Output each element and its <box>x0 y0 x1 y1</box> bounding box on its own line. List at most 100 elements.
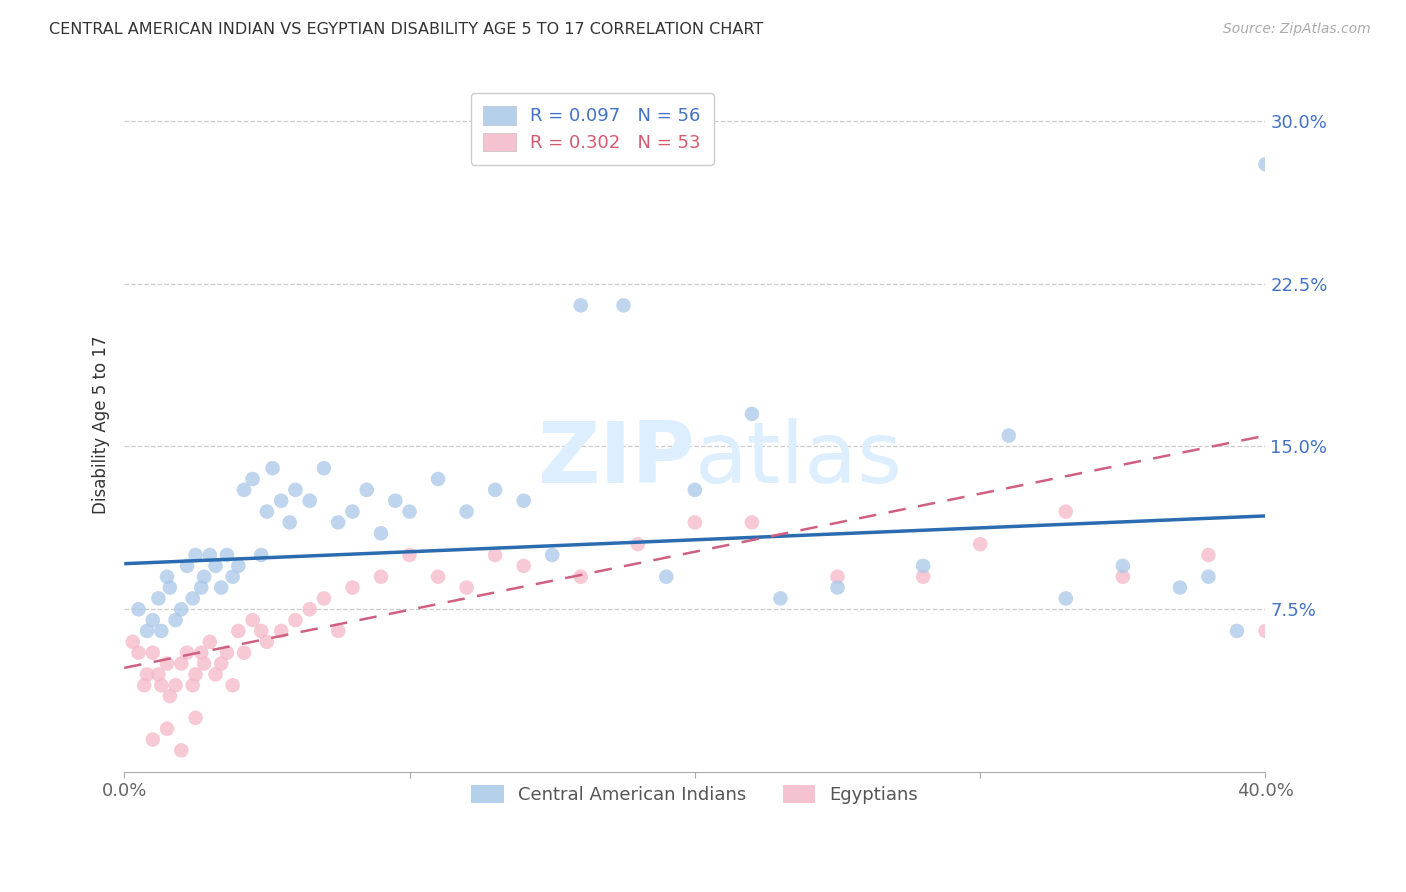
Point <box>456 581 478 595</box>
Point <box>221 678 243 692</box>
Point <box>298 602 321 616</box>
Point <box>270 493 292 508</box>
Point <box>221 570 243 584</box>
Point <box>328 516 350 530</box>
Point <box>741 516 763 530</box>
Point <box>384 493 406 508</box>
Point <box>655 570 678 584</box>
Text: ZIP: ZIP <box>537 418 695 501</box>
Legend: Central American Indians, Egyptians: Central American Indians, Egyptians <box>461 774 929 815</box>
Point <box>156 722 179 736</box>
Point <box>204 558 226 573</box>
Point <box>512 558 534 573</box>
Point <box>176 646 198 660</box>
Point <box>136 624 159 638</box>
Point <box>769 591 792 606</box>
Point <box>127 646 149 660</box>
Point <box>1054 591 1077 606</box>
Point <box>148 667 170 681</box>
Point <box>969 537 991 551</box>
Point <box>184 548 207 562</box>
Point <box>284 483 307 497</box>
Point <box>142 732 165 747</box>
Point <box>1054 505 1077 519</box>
Point <box>370 570 392 584</box>
Point <box>165 613 187 627</box>
Point <box>233 646 256 660</box>
Point <box>121 635 143 649</box>
Point <box>156 570 179 584</box>
Point <box>741 407 763 421</box>
Point <box>427 570 450 584</box>
Point <box>215 646 238 660</box>
Point <box>997 428 1019 442</box>
Point <box>569 570 592 584</box>
Point <box>190 581 212 595</box>
Point <box>627 537 650 551</box>
Point <box>484 483 506 497</box>
Point <box>193 657 215 671</box>
Point <box>512 493 534 508</box>
Point <box>156 657 179 671</box>
Point <box>284 613 307 627</box>
Point <box>209 657 232 671</box>
Point <box>262 461 284 475</box>
Point <box>170 743 193 757</box>
Point <box>170 602 193 616</box>
Point <box>176 558 198 573</box>
Point <box>215 548 238 562</box>
Point <box>683 483 706 497</box>
Point <box>198 635 221 649</box>
Point <box>181 678 204 692</box>
Point <box>228 624 250 638</box>
Point <box>270 624 292 638</box>
Point <box>398 505 420 519</box>
Point <box>370 526 392 541</box>
Point <box>827 581 849 595</box>
Point <box>148 591 170 606</box>
Point <box>198 548 221 562</box>
Point <box>233 483 256 497</box>
Point <box>312 591 335 606</box>
Point <box>250 624 273 638</box>
Point <box>278 516 301 530</box>
Point <box>242 472 264 486</box>
Point <box>827 570 849 584</box>
Y-axis label: Disability Age 5 to 17: Disability Age 5 to 17 <box>93 335 110 514</box>
Point <box>190 646 212 660</box>
Point <box>1254 157 1277 171</box>
Point <box>312 461 335 475</box>
Text: CENTRAL AMERICAN INDIAN VS EGYPTIAN DISABILITY AGE 5 TO 17 CORRELATION CHART: CENTRAL AMERICAN INDIAN VS EGYPTIAN DISA… <box>49 22 763 37</box>
Text: atlas: atlas <box>695 418 903 501</box>
Point <box>456 505 478 519</box>
Point <box>328 624 350 638</box>
Point <box>484 548 506 562</box>
Point <box>127 602 149 616</box>
Point <box>165 678 187 692</box>
Point <box>209 581 232 595</box>
Point <box>170 657 193 671</box>
Point <box>342 505 364 519</box>
Point <box>256 505 278 519</box>
Point <box>683 516 706 530</box>
Point <box>427 472 450 486</box>
Point <box>1254 624 1277 638</box>
Point <box>184 667 207 681</box>
Point <box>136 667 159 681</box>
Point <box>912 558 935 573</box>
Point <box>1112 570 1135 584</box>
Point <box>134 678 156 692</box>
Point <box>242 613 264 627</box>
Point <box>184 711 207 725</box>
Text: Source: ZipAtlas.com: Source: ZipAtlas.com <box>1223 22 1371 37</box>
Point <box>541 548 564 562</box>
Point <box>228 558 250 573</box>
Point <box>142 646 165 660</box>
Point <box>204 667 226 681</box>
Point <box>250 548 273 562</box>
Point <box>159 581 181 595</box>
Point <box>1226 624 1249 638</box>
Point <box>159 689 181 703</box>
Point <box>912 570 935 584</box>
Point <box>356 483 378 497</box>
